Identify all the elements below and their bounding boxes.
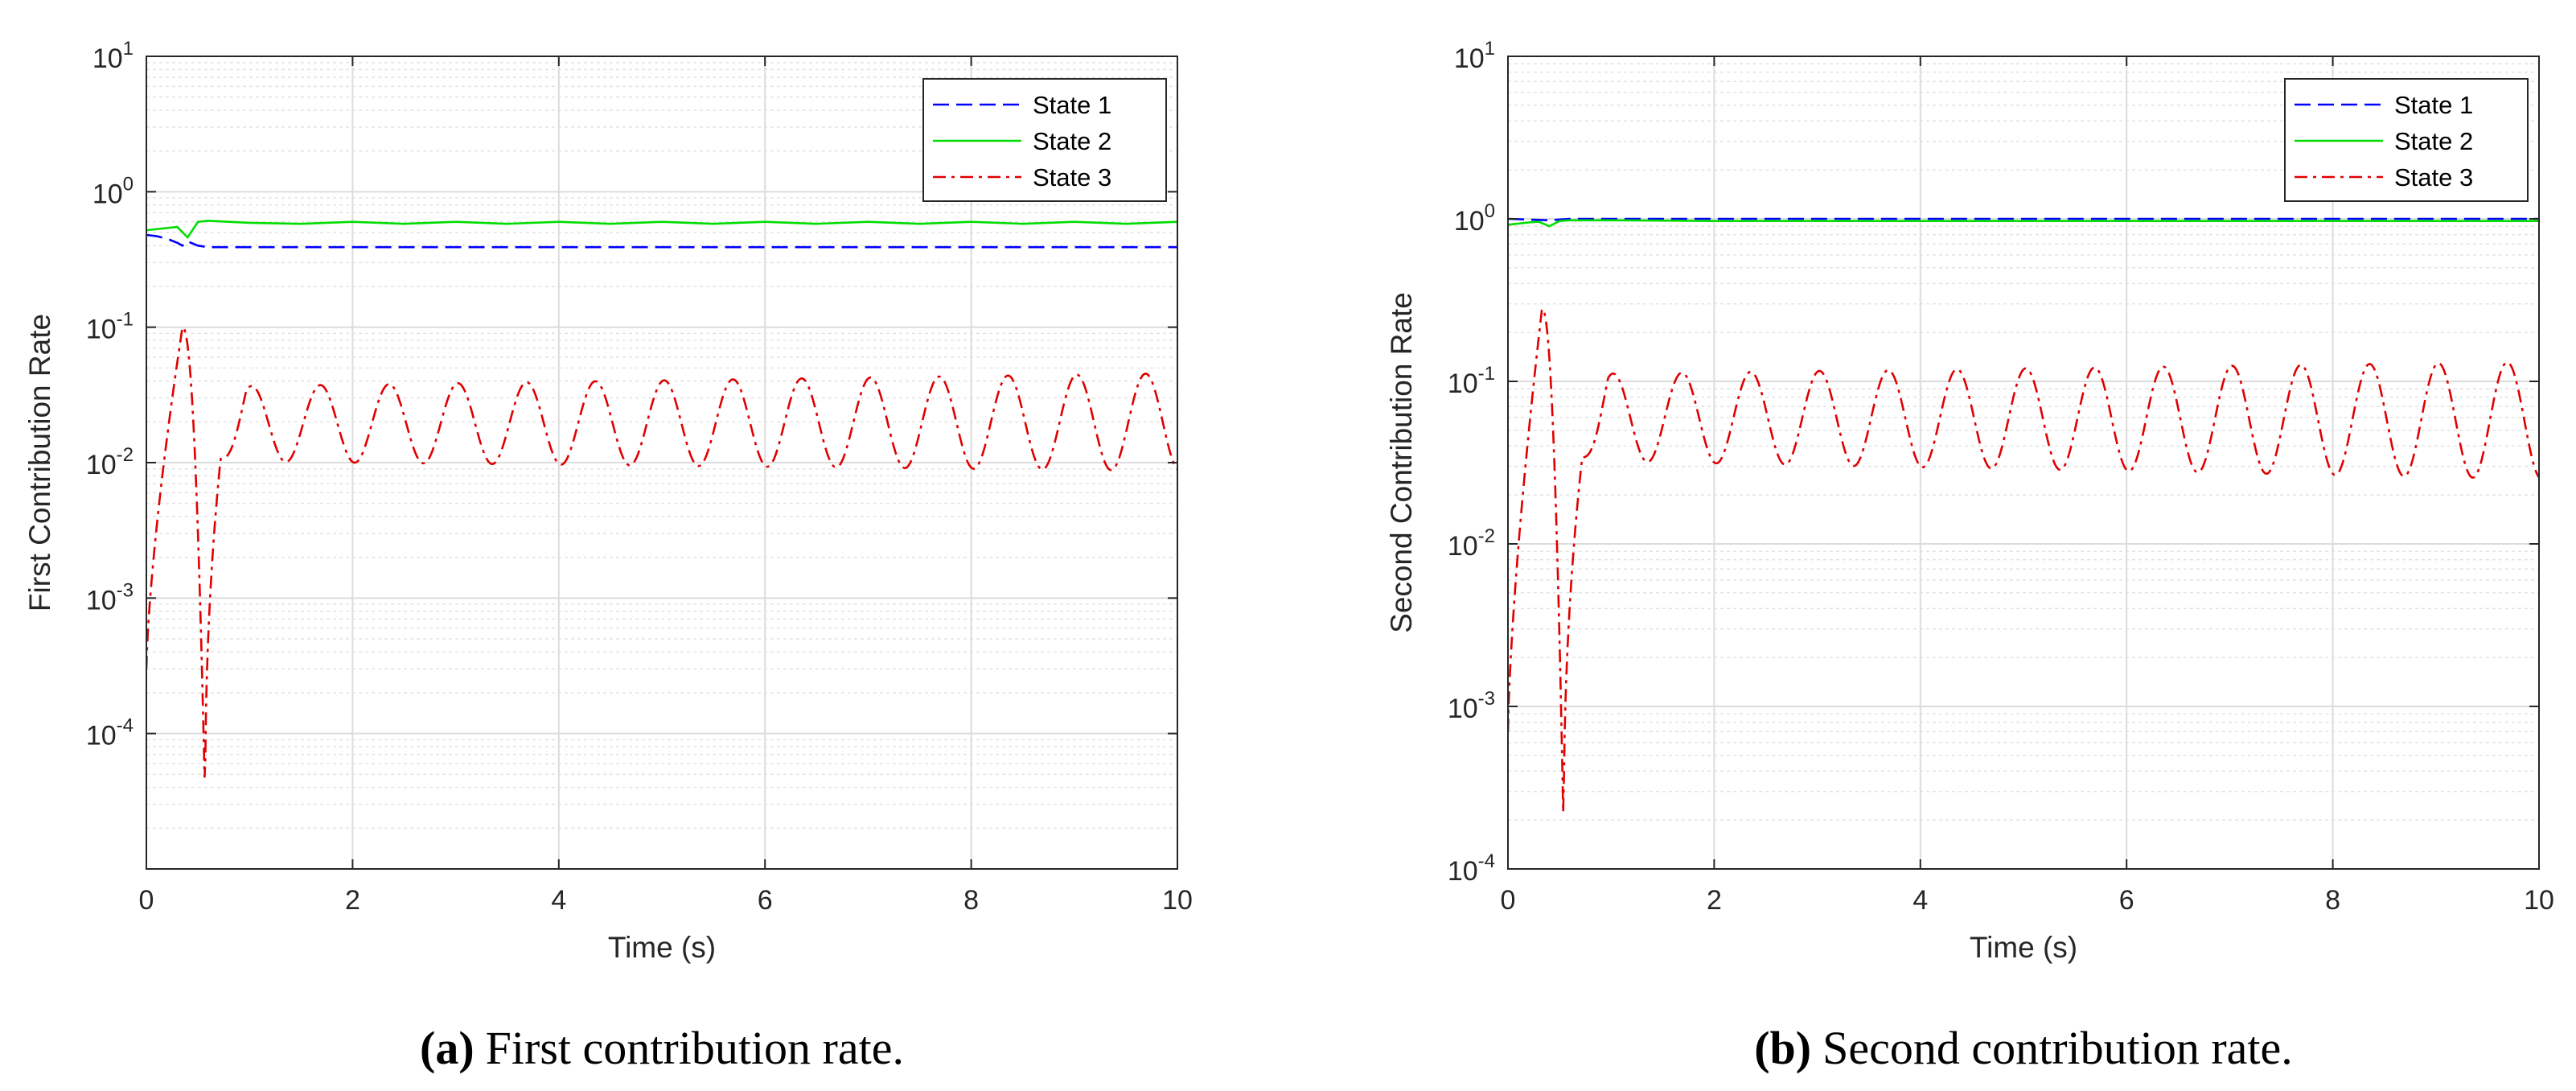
series-group xyxy=(1508,217,2539,813)
y-tick-label: 100 xyxy=(1454,200,1495,237)
x-tick-label: 2 xyxy=(345,885,360,916)
y-tick-label: 10-3 xyxy=(1448,688,1495,724)
x-tick-label: 2 xyxy=(1707,885,1722,916)
legend-entry: State 1 xyxy=(1033,91,1111,119)
y-axis-label: Second Contribution Rate xyxy=(1385,292,1418,633)
x-tick-label: 10 xyxy=(1162,885,1193,916)
series-group xyxy=(146,220,1177,778)
series-line-1 xyxy=(146,233,1177,249)
x-tick-label: 6 xyxy=(758,885,773,916)
subfigure-caption: (a) First contribution rate. xyxy=(420,1022,904,1074)
x-tick-label: 8 xyxy=(2325,885,2340,916)
chart-b: 0 2 4 6 8 10 10-4 10-3 10-2 10-1 100 101 Time (s) Sec… xyxy=(1385,38,2554,1074)
y-tick-label: 10-1 xyxy=(1448,363,1495,399)
x-tick-label: 0 xyxy=(139,885,154,916)
y-tick-label: 101 xyxy=(92,38,134,74)
series-line-3 xyxy=(146,325,1177,778)
series-line-2 xyxy=(1508,219,2539,228)
x-tick-label: 4 xyxy=(551,885,566,916)
x-tick-label: 6 xyxy=(2119,885,2134,916)
axes-box xyxy=(1507,56,2540,870)
x-axis-label: Time (s) xyxy=(1970,931,2077,964)
y-tick-label: 101 xyxy=(1454,38,1495,74)
y-tick-label: 10-4 xyxy=(1448,850,1495,887)
legend-entry: State 1 xyxy=(2394,91,2473,119)
series-line-1 xyxy=(1508,217,2539,222)
chart-a: 0 2 4 6 8 10 10-4 10-3 10-2 10-1 100 101 Time (s) Fir… xyxy=(23,38,1193,1074)
x-tick-label: 8 xyxy=(963,885,979,916)
series-line-2 xyxy=(146,220,1177,240)
legend-entry: State 3 xyxy=(1033,163,1111,191)
y-axis-label: First Contribution Rate xyxy=(23,314,56,611)
y-tick-label: 10-4 xyxy=(86,715,134,751)
y-tick-label: 10-2 xyxy=(1448,525,1495,562)
x-tick-label: 0 xyxy=(1501,885,1516,916)
x-axis-label: Time (s) xyxy=(608,931,716,964)
legend-entry: State 3 xyxy=(2394,163,2473,191)
legend-entry: State 2 xyxy=(2394,127,2473,155)
x-tick-label: 10 xyxy=(2524,885,2554,916)
y-tick-label: 10-2 xyxy=(86,444,134,480)
subfigure-caption: (b) Second contribution rate. xyxy=(1754,1022,2293,1074)
series-line-3 xyxy=(1508,307,2539,813)
legend-entry: State 2 xyxy=(1033,127,1111,155)
legend: State 1 State 2 State 3 xyxy=(2284,78,2529,202)
legend: State 1 State 2 State 3 xyxy=(922,78,1167,202)
y-tick-label: 10-3 xyxy=(86,579,134,615)
y-tick-label: 100 xyxy=(92,173,134,209)
y-tick-label: 10-1 xyxy=(86,309,134,345)
x-tick-label: 4 xyxy=(1912,885,1928,916)
